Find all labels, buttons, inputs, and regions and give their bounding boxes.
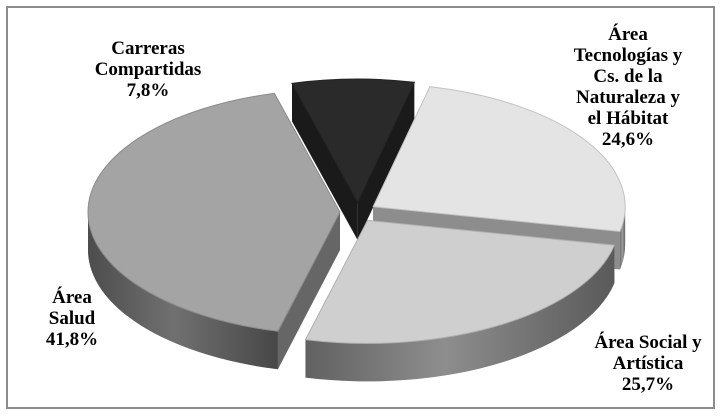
slice-label-line: Naturaleza y [576, 87, 680, 108]
slice-label-line: Cs. de la [593, 66, 663, 87]
slice-compartidas-wall-1 [357, 82, 415, 241]
slice-label-line: Tecnologías y [573, 45, 683, 66]
slice-value-label: 7,8% [126, 80, 170, 101]
slice-value-label: 25,7% [621, 374, 675, 395]
slice-label-line: Área Social y [594, 332, 702, 353]
slice-label-compartidas: Carreras Compartidas 7,8% [78, 38, 218, 101]
slice-value-label: 24,6% [601, 129, 655, 150]
slice-label-tecnologias: Área Tecnologías y Cs. de la Naturaleza … [553, 24, 703, 150]
slice-value-label: 41,8% [45, 329, 99, 350]
slice-compartidas-wall-0 [291, 83, 358, 241]
slice-salud-side-shading [88, 212, 278, 370]
slice-label-line: Artística [612, 353, 684, 374]
slice-salud-top [87, 92, 341, 332]
slice-label-line: Salud [48, 308, 96, 329]
slice-tecnologias-top [372, 86, 626, 233]
slice-tecnologias-side-shading [619, 206, 626, 270]
slice-label-salud: Área Salud 41,8% [22, 287, 122, 350]
slice-label-line: Área [52, 287, 92, 308]
slice-label-line: Carreras [111, 38, 185, 59]
slice-social-top [304, 219, 616, 344]
slice-label-social: Área Social y Artística 25,7% [578, 332, 718, 395]
slice-label-line: Área [608, 24, 648, 45]
slice-compartidas-top [291, 78, 416, 204]
slice-label-line: Compartidas [94, 59, 202, 80]
slice-label-line: el Hábitat [587, 108, 669, 129]
slice-social-side-shading [305, 245, 615, 382]
slice-salud-wall-0 [277, 212, 341, 370]
